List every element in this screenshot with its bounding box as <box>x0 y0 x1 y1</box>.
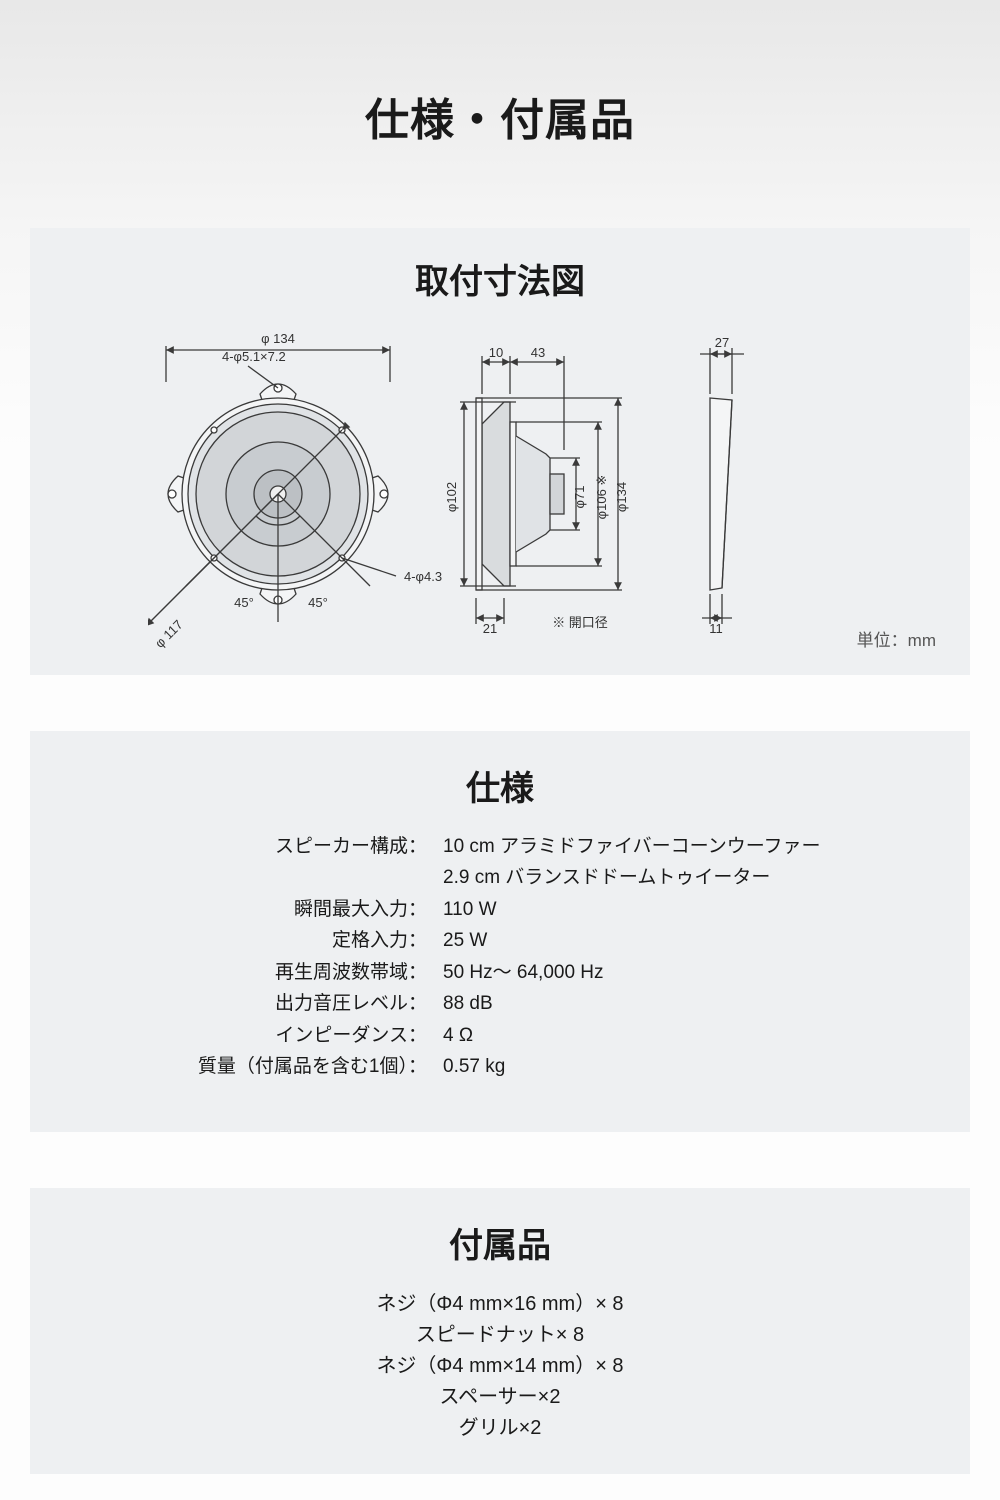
spec-label: インピーダンス： <box>165 1021 435 1050</box>
spec-title: 仕様 <box>30 761 970 810</box>
svg-text:43: 43 <box>531 345 545 360</box>
spec-row: 質量（付属品を含む1個）：0.57 kg <box>30 1052 970 1081</box>
svg-text:4-φ4.3: 4-φ4.3 <box>404 569 442 584</box>
spec-row: 出力音圧レベル：88 dB <box>30 989 970 1018</box>
spec-value: 2.9 cm バランスドドームトゥイーター <box>435 863 835 892</box>
spec-value: 50 Hz～ 64,000 Hz <box>435 958 835 987</box>
spec-value: 10 cm アラミドファイバーコーンウーファー <box>435 832 835 861</box>
mounting-panel: 取付寸法図 <box>30 228 970 675</box>
svg-text:45°: 45° <box>308 595 328 610</box>
accessory-item: ネジ（Φ4 mm×16 mm）× 8 <box>30 1289 970 1320</box>
mounting-title: 取付寸法図 <box>30 254 970 303</box>
accessory-item: スピードナット× 8 <box>30 1320 970 1351</box>
spec-row: インピーダンス：4 Ω <box>30 1021 970 1050</box>
unit-note: 単位：mm <box>857 626 936 651</box>
spec-label: 出力音圧レベル： <box>165 989 435 1018</box>
svg-text:21: 21 <box>483 621 497 636</box>
svg-text:φ71: φ71 <box>572 486 587 509</box>
spec-row: 2.9 cm バランスドドームトゥイーター <box>30 863 970 892</box>
svg-text:4-φ5.1×7.2: 4-φ5.1×7.2 <box>222 349 286 364</box>
spec-value: 4 Ω <box>435 1021 835 1050</box>
svg-text:φ106 ※: φ106 ※ <box>594 475 609 520</box>
spec-label: 質量（付属品を含む1個）： <box>165 1052 435 1081</box>
spec-label: 瞬間最大入力： <box>165 895 435 924</box>
accessories-panel: 付属品 ネジ（Φ4 mm×16 mm）× 8スピードナット× 8ネジ（Φ4 mm… <box>30 1188 970 1474</box>
spec-value: 0.57 kg <box>435 1052 835 1081</box>
mounting-diagram: φ 134 4-φ5.1×7.2 4-φ4.3 φ 117 45° 45° 10… <box>30 317 970 657</box>
spec-rows: スピーカー構成：10 cm アラミドファイバーコーンウーファー2.9 cm バラ… <box>30 832 970 1082</box>
spec-label: 再生周波数帯域： <box>165 958 435 987</box>
accessory-item: グリル×2 <box>30 1413 970 1444</box>
svg-text:φ102: φ102 <box>444 482 459 512</box>
spec-row: 瞬間最大入力：110 W <box>30 895 970 924</box>
spec-label: スピーカー構成： <box>165 832 435 861</box>
accessory-item: ネジ（Φ4 mm×14 mm）× 8 <box>30 1351 970 1382</box>
accessories-title: 付属品 <box>30 1218 970 1267</box>
spec-value: 110 W <box>435 895 835 924</box>
spec-panel: 仕様 スピーカー構成：10 cm アラミドファイバーコーンウーファー2.9 cm… <box>30 731 970 1132</box>
svg-text:φ 134: φ 134 <box>261 331 295 346</box>
svg-text:27: 27 <box>715 335 729 350</box>
svg-text:※ 開口径: ※ 開口径 <box>552 615 608 630</box>
accessory-item: スペーサー×2 <box>30 1382 970 1413</box>
svg-text:45°: 45° <box>234 595 254 610</box>
spec-label: 定格入力： <box>165 926 435 955</box>
svg-text:φ 117: φ 117 <box>152 617 186 649</box>
spec-label <box>165 863 435 892</box>
svg-text:φ134: φ134 <box>614 482 629 512</box>
main-title: 仕様・付属品 <box>0 0 1000 228</box>
accessories-list: ネジ（Φ4 mm×16 mm）× 8スピードナット× 8ネジ（Φ4 mm×14 … <box>30 1289 970 1444</box>
spec-row: 定格入力：25 W <box>30 926 970 955</box>
svg-text:10: 10 <box>489 345 503 360</box>
spec-row: 再生周波数帯域：50 Hz～ 64,000 Hz <box>30 958 970 987</box>
svg-text:11: 11 <box>709 621 723 636</box>
spec-row: スピーカー構成：10 cm アラミドファイバーコーンウーファー <box>30 832 970 861</box>
spec-value: 25 W <box>435 926 835 955</box>
spec-value: 88 dB <box>435 989 835 1018</box>
mounting-svg: φ 134 4-φ5.1×7.2 4-φ4.3 φ 117 45° 45° 10… <box>148 319 788 649</box>
